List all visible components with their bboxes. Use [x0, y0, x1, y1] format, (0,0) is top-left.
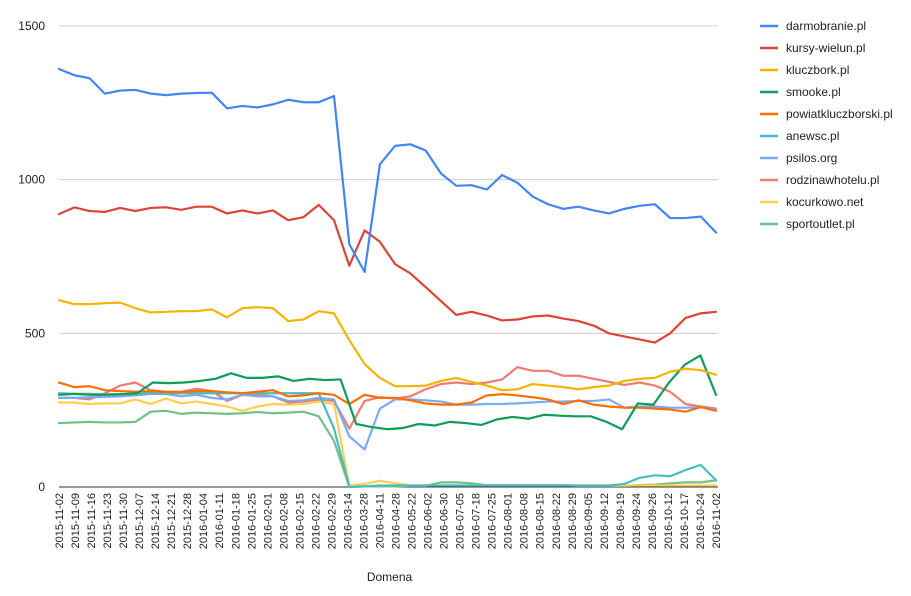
x-tick-label: 2016-07-05 — [455, 493, 467, 549]
y-tick-label: 1000 — [18, 173, 45, 187]
x-tick-label: 2016-09-24 — [631, 493, 643, 549]
x-tick-label: 2016-04-28 — [391, 493, 403, 549]
legend-item: psilos.org — [760, 151, 837, 165]
x-tick-label: 2016-08-08 — [519, 493, 531, 549]
series-line-sportoutlet-pl — [57, 409, 718, 489]
x-tick-label: 2016-07-18 — [471, 493, 483, 549]
legend-item: kocurkowo.net — [760, 195, 864, 209]
x-tick-label: 2016-09-12 — [599, 493, 611, 549]
legend-item: rodzinawhotelu.pl — [760, 173, 879, 187]
x-tick-label: 2016-03-14 — [342, 493, 354, 549]
x-tick-label: 2015-12-21 — [166, 493, 178, 549]
series-line-kluczbork-pl — [57, 299, 718, 392]
x-tick-label: 2016-02-29 — [326, 493, 338, 549]
x-tick-label: 2016-09-05 — [583, 493, 595, 549]
x-tick-label: 2015-11-09 — [70, 493, 82, 548]
legend-label: anewsc.pl — [786, 129, 839, 143]
x-tick-label: 2016-09-26 — [647, 493, 659, 549]
x-tick-label: 2016-04-11 — [374, 493, 386, 548]
legend-label: kluczbork.pl — [786, 63, 849, 77]
x-tick-label: 2015-11-23 — [102, 493, 114, 548]
x-tick-label: 2016-08-22 — [551, 493, 563, 549]
legend-item: powiatkluczborski.pl — [760, 107, 893, 121]
x-tick-label: 2016-06-02 — [423, 493, 435, 549]
x-tick-label: 2016-10-17 — [679, 493, 691, 549]
legend: darmobranie.pl kursy-wielun.pl kluczbork.p… — [760, 19, 893, 231]
legend-label: kocurkowo.net — [786, 195, 864, 209]
x-tick-label: 2016-08-29 — [567, 493, 579, 549]
legend-item: sportoutlet.pl — [760, 217, 855, 231]
x-axis-ticks: 2015-11-02 2015-11-09 2015-11-16 2015-11-23… — [54, 493, 723, 549]
x-axis-title: Domena — [367, 570, 413, 584]
x-tick-label: 2016-02-01 — [262, 493, 274, 549]
x-tick-label: 2016-10-12 — [663, 493, 675, 549]
x-tick-label: 2015-11-30 — [118, 493, 130, 548]
x-tick-label: 2016-09-19 — [615, 493, 627, 549]
legend-label: smooke.pl — [786, 85, 841, 99]
x-tick-label: 2016-11-02 — [711, 493, 723, 548]
x-tick-label: 2016-01-11 — [214, 493, 226, 548]
x-tick-label: 2016-01-18 — [230, 493, 242, 549]
series-line-darmobranie-pl — [57, 67, 718, 273]
x-tick-label: 2016-01-04 — [198, 493, 210, 549]
legend-label: sportoutlet.pl — [786, 217, 855, 231]
legend-label: powiatkluczborski.pl — [786, 107, 893, 121]
legend-label: rodzinawhotelu.pl — [786, 173, 879, 187]
legend-label: psilos.org — [786, 151, 837, 165]
x-tick-label: 2016-02-15 — [294, 493, 306, 549]
series-lines — [57, 67, 718, 489]
x-tick-label: 2015-12-07 — [134, 493, 146, 549]
x-tick-label: 2016-03-28 — [358, 493, 370, 549]
x-tick-label: 2015-11-16 — [86, 493, 98, 548]
legend-item: darmobranie.pl — [760, 19, 866, 33]
y-tick-label: 1500 — [18, 19, 45, 33]
series-line-powiatkluczborski-pl — [57, 381, 718, 413]
y-tick-label: 500 — [25, 326, 45, 340]
x-tick-label: 2016-02-22 — [310, 493, 322, 549]
x-tick-label: 2015-12-28 — [182, 493, 194, 549]
y-axis-ticks: 0 500 1000 1500 — [18, 19, 45, 494]
legend-label: kursy-wielun.pl — [786, 41, 865, 55]
x-tick-label: 2016-05-22 — [407, 493, 419, 549]
x-tick-label: 2016-02-08 — [278, 493, 290, 549]
x-tick-label: 2015-12-14 — [150, 493, 162, 549]
x-tick-label: 2016-10-24 — [695, 493, 707, 549]
legend-item: anewsc.pl — [760, 129, 839, 143]
y-tick-label: 0 — [38, 480, 45, 494]
x-tick-label: 2016-01-25 — [246, 493, 258, 549]
legend-item: kluczbork.pl — [760, 63, 849, 77]
legend-item: smooke.pl — [760, 85, 841, 99]
x-tick-label: 2015-11-02 — [54, 493, 66, 548]
series-line-kursy-wielun-pl — [57, 203, 718, 344]
x-tick-label: 2016-08-01 — [503, 493, 515, 549]
x-tick-label: 2016-07-25 — [487, 493, 499, 549]
x-tick-label: 2016-06-30 — [439, 493, 451, 549]
series-line-smooke-pl — [57, 354, 718, 431]
legend-label: darmobranie.pl — [786, 19, 866, 33]
legend-item: kursy-wielun.pl — [760, 41, 865, 55]
x-tick-label: 2016-08-15 — [535, 493, 547, 549]
series-line-anewsc-pl — [57, 392, 718, 489]
